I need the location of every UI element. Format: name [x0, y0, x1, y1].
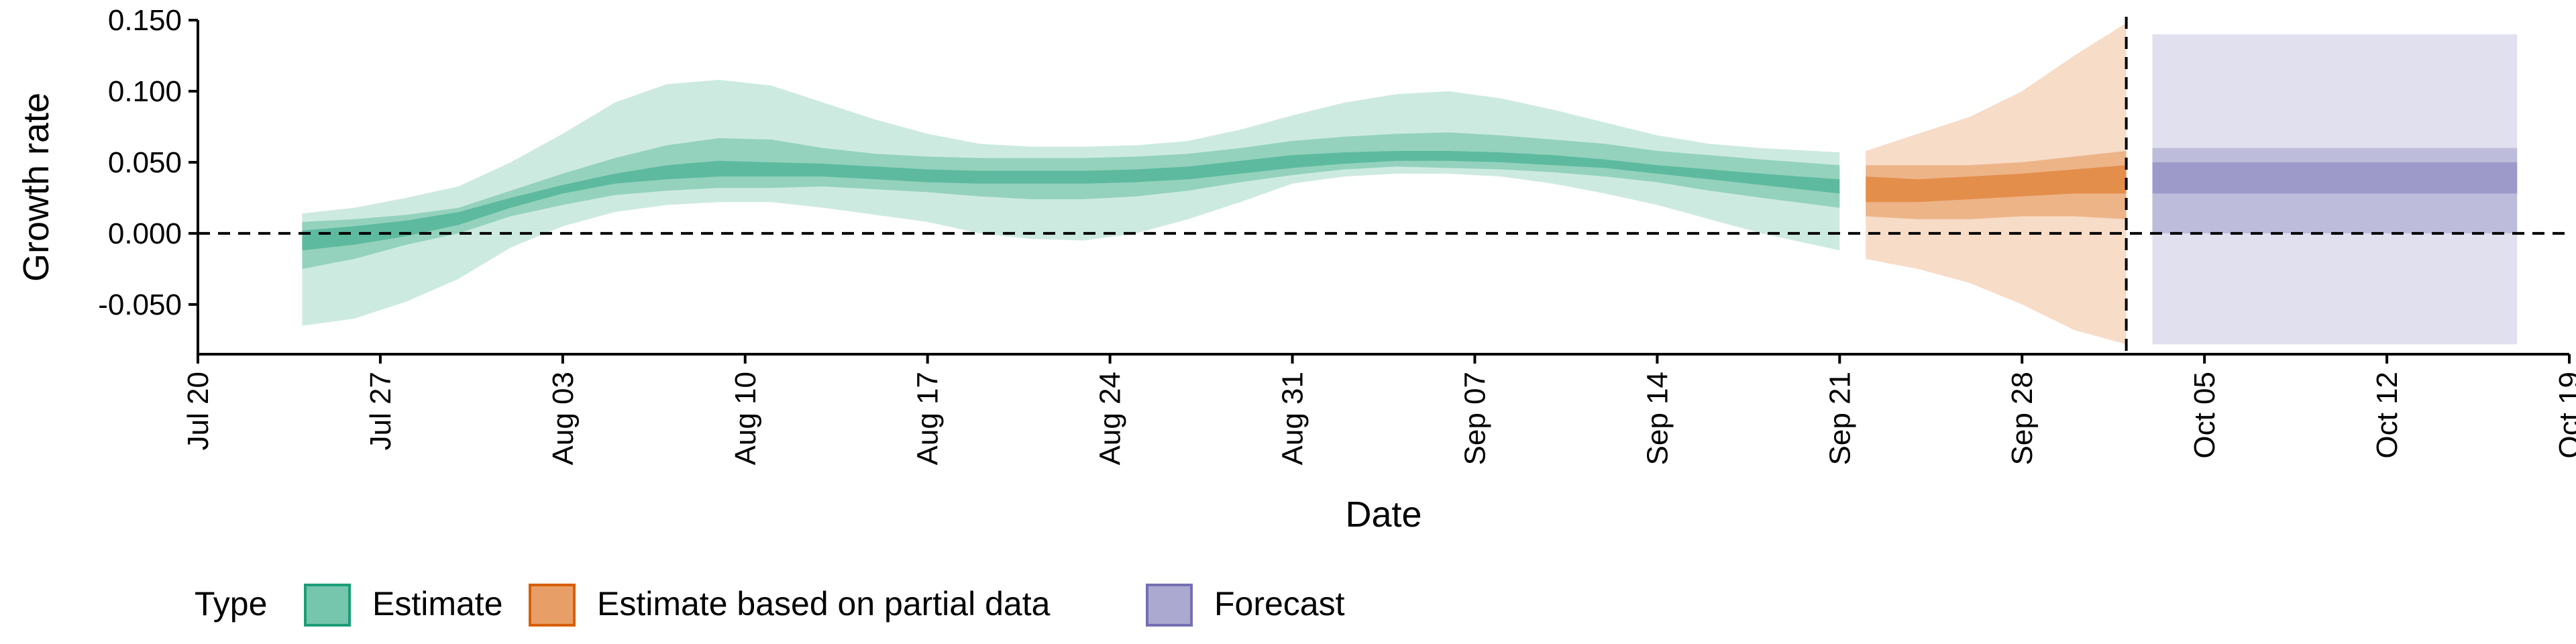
band-forecast-20pct: [2152, 162, 2518, 194]
x-tick-label: Sep 07: [1459, 372, 1492, 465]
x-tick-label: Aug 24: [1094, 372, 1127, 465]
y-tick-label: -0.050: [98, 288, 182, 321]
legend-swatch-estimate: [304, 584, 351, 627]
legend-swatch-estimate-based-on-partial-data: [529, 584, 576, 627]
band-forecast-50pct: [2152, 148, 2518, 233]
x-tick-label: Aug 17: [912, 372, 945, 465]
x-tick-label: Sep 28: [2006, 372, 2039, 465]
x-tick-label: Oct 05: [2188, 372, 2221, 459]
legend: Type Estimate Estimate based on partial d…: [195, 584, 1345, 627]
band-estimate-based-on-partial-data-50pct: [1866, 151, 2127, 219]
y-tick-label: 0.000: [108, 217, 182, 250]
bands-layer: [302, 23, 2518, 345]
x-tick-label: Aug 10: [729, 372, 762, 465]
x-tick-label: Jul 27: [364, 372, 397, 450]
axes: [189, 19, 2571, 364]
tick-labels: 0.150 0.100 0.050 0.000 -0.050 Jul 20 Jul 27 Au…: [98, 4, 2576, 465]
band-estimate-20pct: [302, 151, 1840, 251]
band-estimate-based-on-partial-data-90pct: [1866, 23, 2127, 345]
legend-swatch-forecast: [1146, 584, 1193, 627]
legend-label: Forecast: [1214, 585, 1345, 623]
y-tick-label: 0.100: [108, 75, 182, 108]
x-tick-label: Aug 03: [547, 372, 580, 465]
y-axis-title: Growth rate: [16, 93, 56, 282]
x-axis-title: Date: [1345, 494, 1421, 535]
x-tick-label: Oct 12: [2371, 372, 2404, 459]
band-forecast-90pct: [2152, 34, 2518, 345]
band-estimate-based-on-partial-data-20pct: [1866, 165, 2127, 203]
x-tick-label: Aug 31: [1277, 372, 1309, 465]
band-estimate-50pct: [302, 132, 1840, 269]
reference-lines: [198, 17, 2569, 354]
x-tick-label: Sep 21: [1823, 372, 1856, 465]
legend-title: Type: [195, 585, 267, 623]
y-tick-label: 0.050: [108, 146, 182, 179]
legend-label: Estimate based on partial data: [597, 585, 1051, 623]
y-tick-label: 0.150: [108, 4, 182, 37]
x-tick-label: Oct 19: [2553, 372, 2576, 459]
band-estimate-90pct: [302, 80, 1840, 326]
x-tick-label: Sep 14: [1641, 372, 1674, 465]
x-tick-label: Jul 20: [182, 372, 215, 450]
legend-label: Estimate: [372, 585, 503, 623]
